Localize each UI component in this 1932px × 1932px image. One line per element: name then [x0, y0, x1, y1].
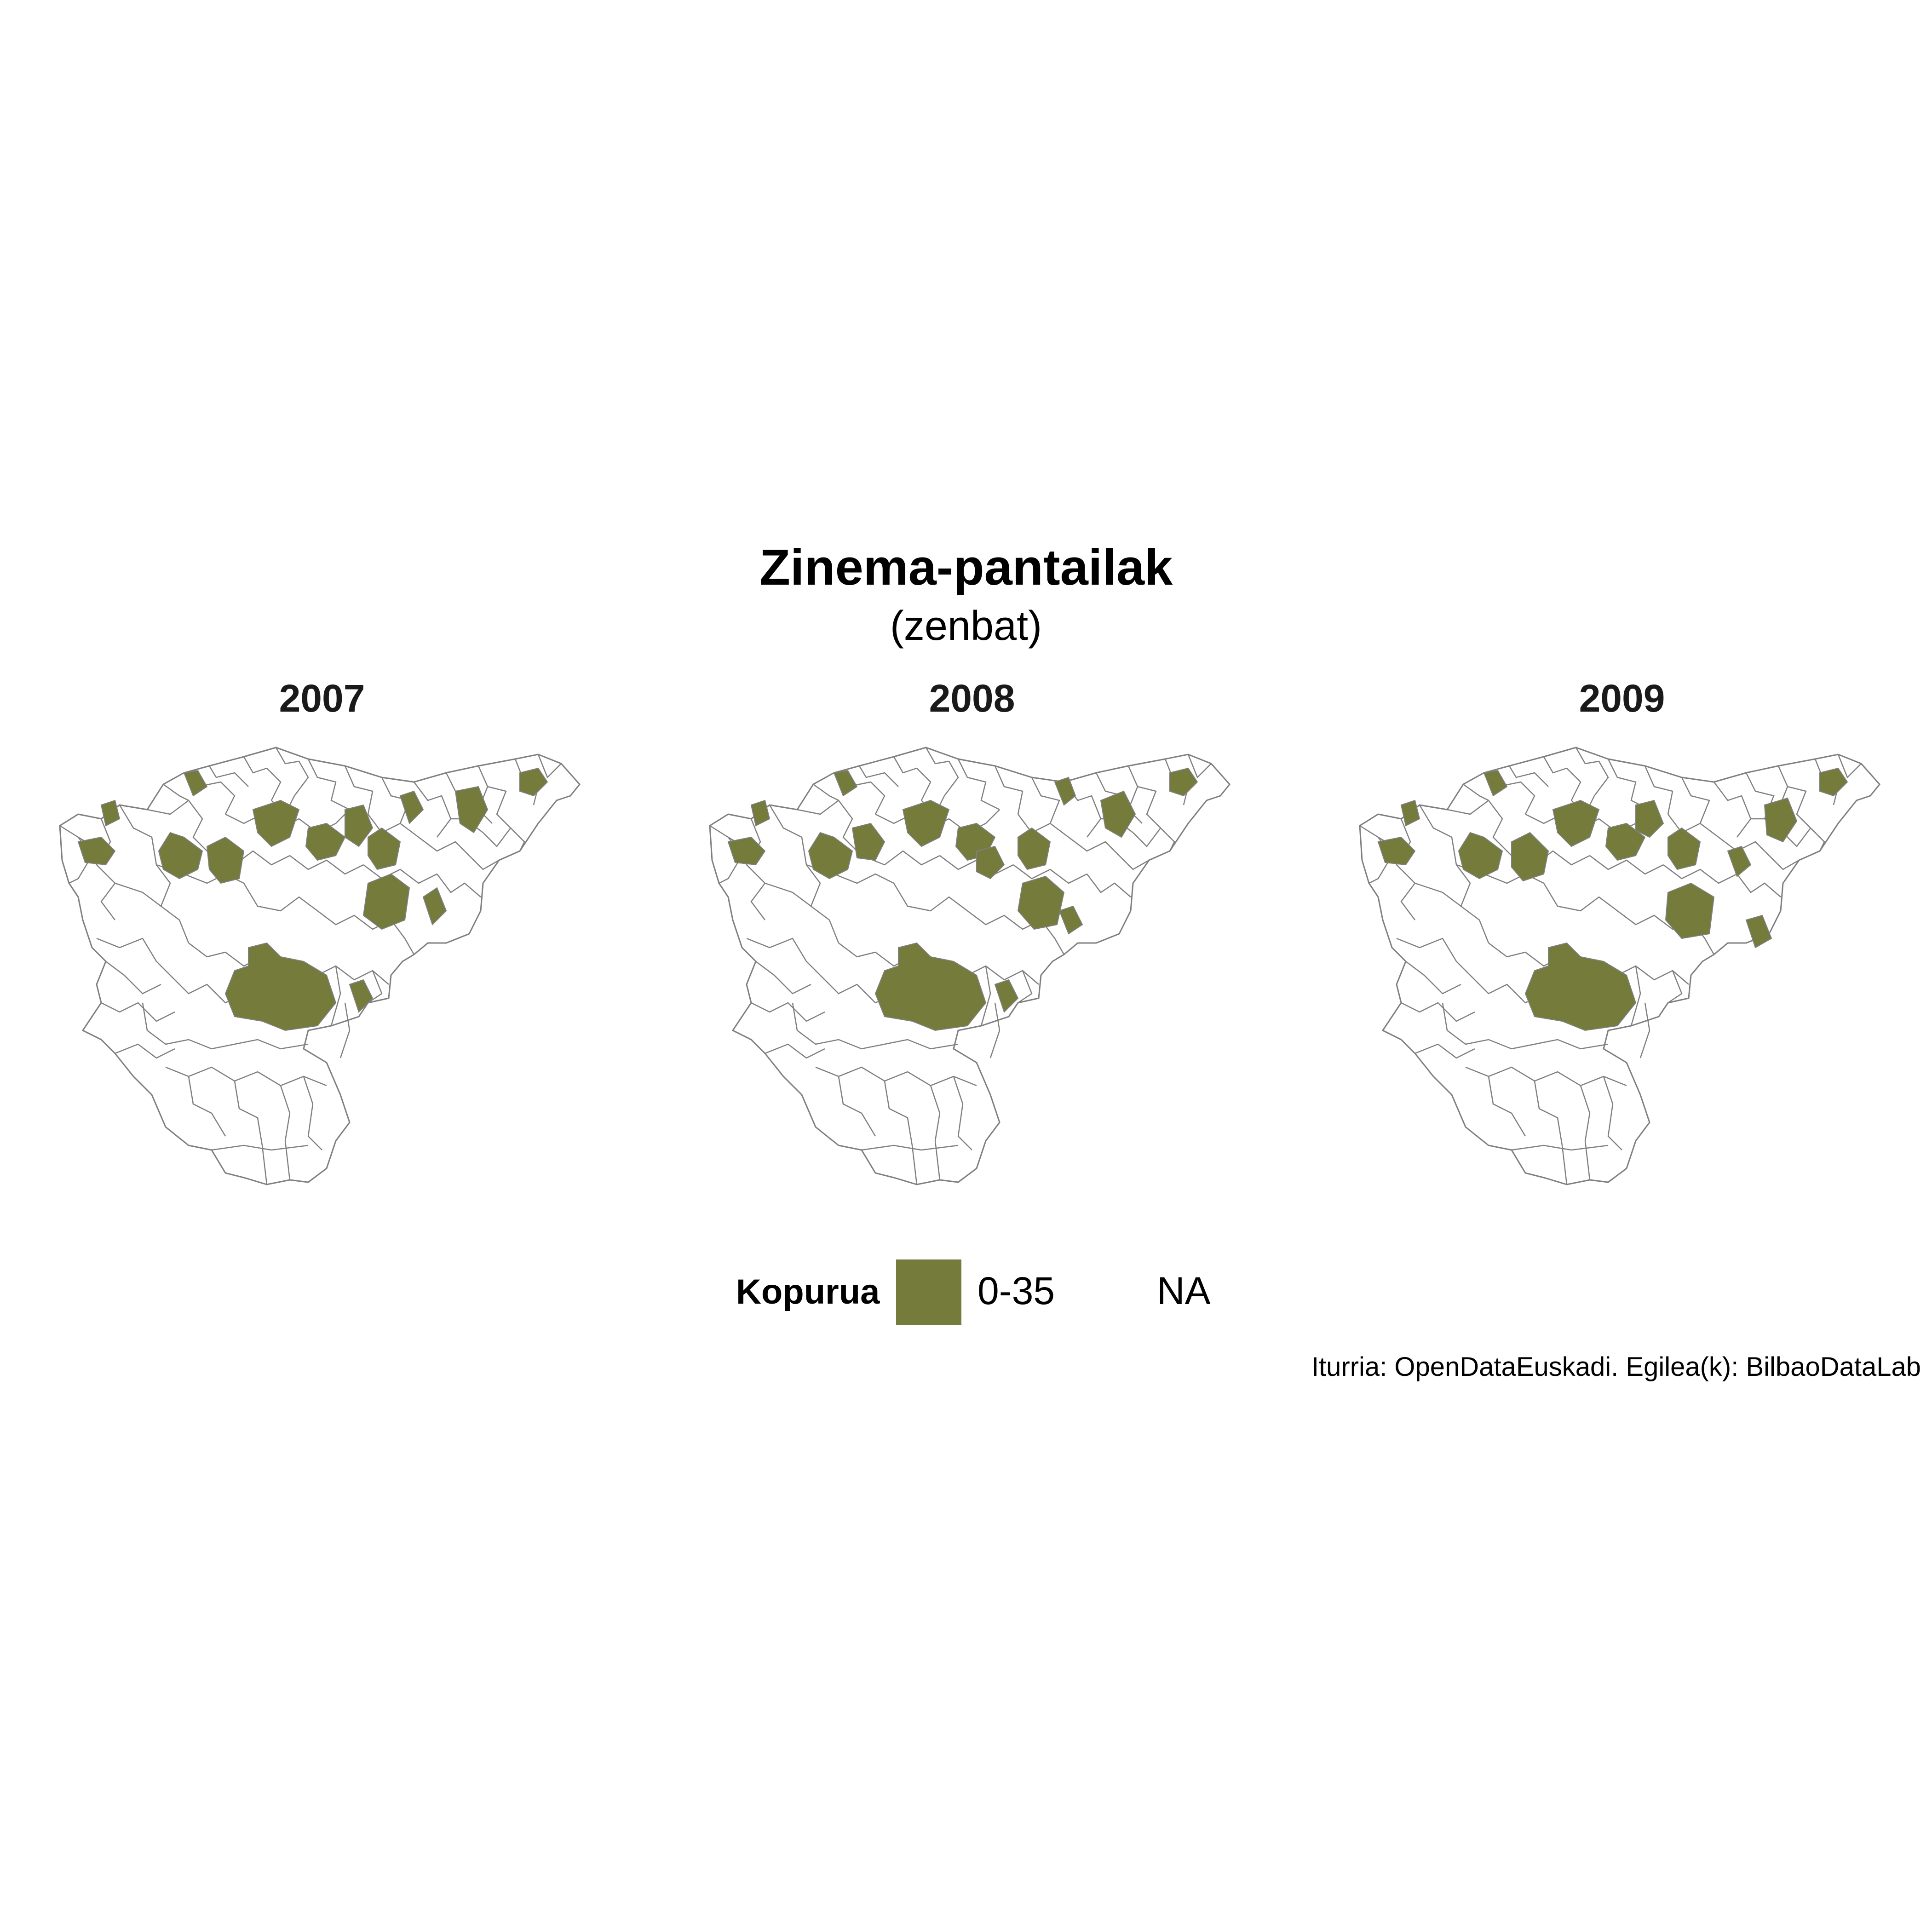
- municipality-with-cinema-screens: [519, 767, 548, 797]
- municipality-with-cinema-screens: [158, 832, 203, 880]
- municipality-with-cinema-screens: [422, 887, 447, 926]
- municipality-with-cinema-screens: [1552, 799, 1600, 847]
- municipality-with-cinema-screens: [362, 873, 410, 930]
- municipality-with-cinema-screens: [851, 822, 886, 861]
- legend-title: Kopurua: [736, 1272, 880, 1311]
- municipality-borders: [709, 747, 1230, 1185]
- map-2008: [709, 747, 1230, 1185]
- map-panels: [59, 747, 1880, 1185]
- municipality-with-cinema-screens: [1054, 776, 1076, 806]
- municipality-with-cinema-screens: [1745, 914, 1772, 949]
- municipality-with-cinema-screens: [1727, 845, 1752, 877]
- municipality-with-cinema-screens: [1605, 822, 1646, 861]
- municipality-with-cinema-screens: [345, 804, 374, 847]
- municipality-with-cinema-screens: [1819, 767, 1848, 797]
- municipality-with-cinema-screens: [100, 799, 121, 827]
- legend-swatch-filled: [896, 1259, 961, 1325]
- municipality-with-cinema-screens: [1017, 875, 1065, 930]
- municipality-with-cinema-screens: [1018, 827, 1051, 870]
- municipality-with-cinema-screens: [808, 832, 853, 880]
- map-2009: [1359, 747, 1880, 1185]
- chart-subtitle: (zenbat): [890, 603, 1042, 649]
- source-caption: Iturria: OpenDataEuskadi. Egilea(k): Bil…: [1311, 1352, 1921, 1382]
- municipality-with-cinema-screens: [994, 979, 1019, 1013]
- legend-label-0-35: 0-35: [978, 1269, 1055, 1312]
- municipality-with-cinema-screens: [183, 770, 208, 797]
- municipality-with-cinema-screens: [1100, 790, 1136, 838]
- municipality-with-cinema-screens: [1665, 882, 1715, 939]
- panel-title-2008: 2008: [929, 677, 1015, 720]
- municipality-with-cinema-screens: [1668, 827, 1701, 870]
- municipality-with-cinema-screens: [399, 790, 424, 824]
- municipality-with-cinema-screens: [1458, 832, 1503, 880]
- municipality-with-cinema-screens: [349, 979, 374, 1013]
- municipality-with-cinema-screens: [727, 836, 766, 866]
- municipality-with-cinema-screens: [1169, 767, 1198, 797]
- municipality-with-cinema-screens: [1511, 832, 1549, 882]
- municipality-with-cinema-screens: [976, 845, 1005, 880]
- municipality-with-cinema-screens: [1635, 799, 1664, 838]
- municipality-with-cinema-screens: [833, 770, 858, 797]
- municipality-with-cinema-screens: [874, 942, 987, 1031]
- municipality-with-cinema-screens: [1400, 799, 1420, 827]
- municipality-with-cinema-screens: [902, 799, 950, 847]
- municipality-borders: [1359, 747, 1880, 1185]
- map-2007: [59, 747, 581, 1185]
- municipality-with-cinema-screens: [454, 786, 489, 834]
- municipality-with-cinema-screens: [206, 836, 245, 884]
- municipality-with-cinema-screens: [305, 822, 346, 861]
- municipality-with-cinema-screens: [224, 942, 337, 1031]
- panel-title-2007: 2007: [279, 677, 365, 720]
- municipality-with-cinema-screens: [252, 799, 300, 847]
- municipality-with-cinema-screens: [77, 836, 116, 866]
- municipality-with-cinema-screens: [1764, 797, 1798, 843]
- municipality-borders: [59, 747, 581, 1185]
- municipality-with-cinema-screens: [1483, 770, 1508, 797]
- municipality-with-cinema-screens: [1058, 905, 1083, 935]
- legend-label-na: NA: [1157, 1269, 1211, 1312]
- municipality-with-cinema-screens: [1377, 836, 1416, 866]
- municipality-with-cinema-screens: [368, 827, 401, 870]
- municipality-with-cinema-screens: [1524, 942, 1637, 1031]
- municipality-with-cinema-screens: [750, 799, 770, 827]
- panel-title-2009: 2009: [1579, 677, 1665, 720]
- chart-title: Zinema-pantailak: [759, 539, 1173, 596]
